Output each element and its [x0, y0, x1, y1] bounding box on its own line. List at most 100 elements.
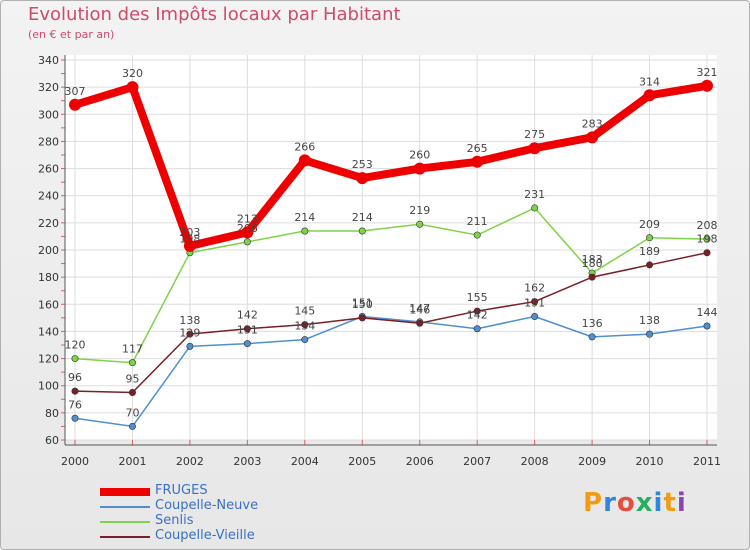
data-point — [69, 98, 81, 111]
data-label: 211 — [467, 215, 488, 228]
legend-swatch — [100, 536, 150, 538]
y-tick-label: 60 — [45, 434, 59, 447]
plot-area — [65, 55, 717, 440]
x-tick-label: 2007 — [463, 455, 491, 468]
logo-letter: t — [663, 488, 677, 518]
legend-item: Coupelle-Vieille — [100, 528, 360, 544]
x-tick-label: 2005 — [348, 455, 376, 468]
data-point — [128, 422, 136, 430]
y-tick-label: 320 — [38, 81, 59, 94]
y-tick-label: 160 — [38, 298, 59, 311]
data-point — [358, 227, 366, 235]
data-label: 145 — [294, 305, 315, 318]
data-label: 283 — [582, 117, 603, 130]
y-tick-label: 340 — [38, 54, 59, 67]
data-label: 155 — [467, 291, 488, 304]
data-point — [71, 387, 79, 395]
x-tick-label: 2001 — [118, 455, 146, 468]
y-tick-label: 220 — [38, 217, 59, 230]
data-label: 320 — [122, 67, 143, 80]
logo-letter: r — [603, 488, 617, 518]
data-label: 117 — [122, 343, 143, 356]
data-point — [128, 388, 136, 396]
y-tick-label: 280 — [38, 135, 59, 148]
data-label: 275 — [524, 128, 545, 141]
legend-swatch — [100, 506, 150, 508]
data-point — [473, 307, 481, 315]
series-line — [74, 207, 708, 364]
y-tick-label: 100 — [38, 380, 59, 393]
data-label: 265 — [467, 142, 488, 155]
y-tick-label: 240 — [38, 190, 59, 203]
data-point — [701, 79, 713, 92]
logo-letter: o — [616, 488, 636, 518]
data-label: 321 — [697, 66, 718, 79]
data-label: 203 — [179, 226, 200, 239]
series-line — [74, 315, 708, 428]
data-label: 142 — [467, 309, 488, 322]
data-point — [356, 172, 369, 185]
data-label: 142 — [237, 309, 258, 322]
data-point — [416, 220, 424, 228]
data-label: 146 — [409, 303, 430, 316]
data-point — [301, 227, 309, 235]
data-label: 144 — [697, 306, 718, 319]
data-point — [126, 81, 139, 94]
data-point — [703, 322, 711, 330]
data-point — [528, 142, 541, 155]
data-label: 214 — [352, 211, 373, 224]
y-tick-label: 120 — [38, 353, 59, 366]
legend-swatch — [100, 488, 150, 496]
data-point — [243, 340, 251, 348]
data-label: 198 — [179, 233, 200, 246]
data-point — [241, 226, 254, 239]
data-point — [473, 325, 481, 333]
data-label: 147 — [409, 302, 430, 315]
data-point — [531, 204, 539, 212]
data-point — [646, 261, 654, 269]
data-point — [588, 273, 596, 281]
data-point — [416, 319, 424, 327]
series-line — [74, 251, 708, 394]
legend: FRUGES Coupelle-Neuve Senlis Coupelle-Vieil… — [100, 483, 360, 544]
data-label: 150 — [352, 298, 373, 311]
x-tick-label: 2006 — [406, 455, 434, 468]
data-point — [186, 342, 194, 350]
data-point — [298, 154, 311, 167]
data-point — [703, 249, 711, 257]
data-label: 253 — [352, 158, 373, 171]
data-label: 138 — [639, 314, 660, 327]
y-tick-label: 80 — [45, 407, 59, 420]
data-label: 134 — [294, 320, 315, 333]
y-tick-label: 300 — [38, 108, 59, 121]
logo-letter: i — [676, 488, 687, 518]
data-label: 260 — [409, 149, 430, 162]
y-tick-label: 180 — [38, 271, 59, 284]
data-point — [646, 234, 654, 242]
data-point — [643, 89, 656, 102]
data-label: 314 — [639, 75, 660, 88]
data-point — [413, 162, 426, 175]
data-label: 209 — [639, 218, 660, 231]
legend-label: Coupelle-Vieille — [155, 528, 255, 543]
y-tick-label: 140 — [38, 325, 59, 338]
x-tick-label: 2000 — [61, 455, 89, 468]
data-label: 307 — [65, 85, 86, 98]
data-point — [531, 312, 539, 320]
data-point — [71, 355, 79, 363]
data-point — [646, 330, 654, 338]
data-point — [473, 231, 481, 239]
data-label: 70 — [125, 406, 139, 419]
x-tick-label: 2003 — [233, 455, 261, 468]
data-point — [301, 336, 309, 344]
data-point — [703, 235, 711, 243]
data-point — [243, 325, 251, 333]
data-label: 151 — [352, 297, 373, 310]
x-tick-label: 2009 — [578, 455, 606, 468]
data-label: 213 — [237, 212, 258, 225]
legend-label: FRUGES — [155, 483, 208, 498]
x-tick-label: 2010 — [636, 455, 664, 468]
data-label: 198 — [697, 233, 718, 246]
x-tick-label: 2004 — [291, 455, 319, 468]
